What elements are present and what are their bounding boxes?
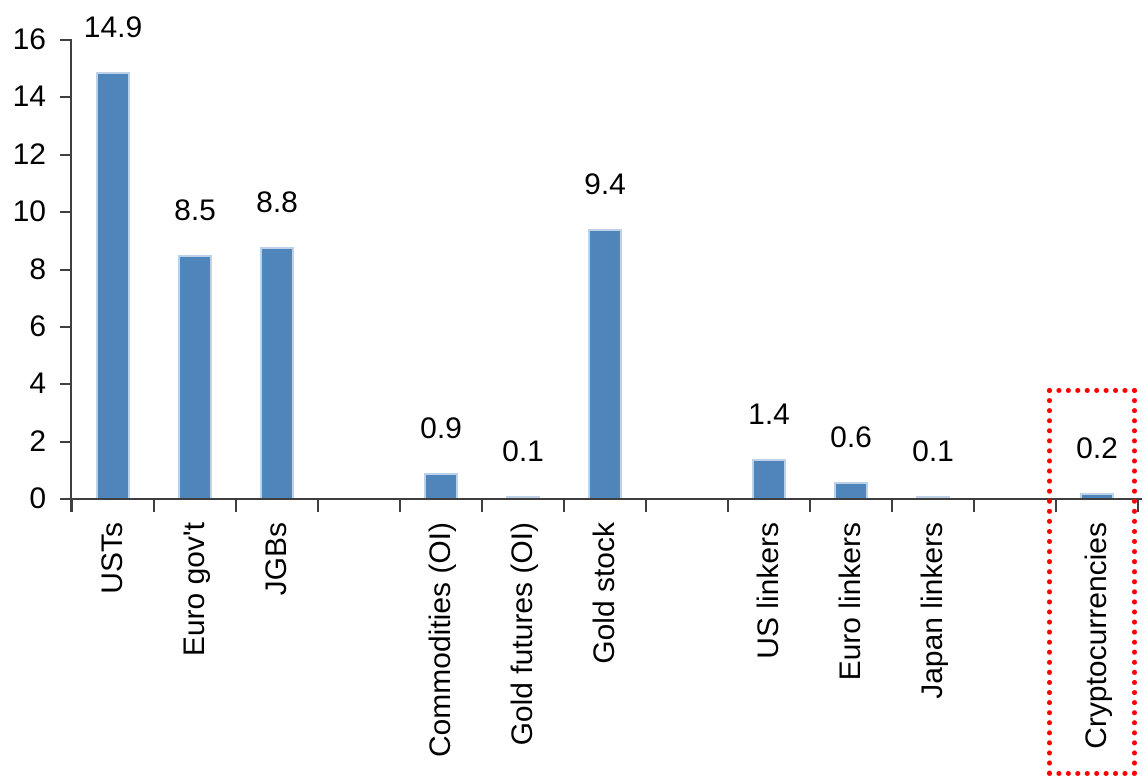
x-axis-tick [399, 499, 401, 512]
x-axis-tick [645, 499, 647, 512]
x-axis-tick [317, 499, 319, 512]
y-tick-label: 0 [29, 482, 46, 515]
x-axis-tick [153, 499, 155, 512]
x-axis-tick [727, 499, 729, 512]
bar-us-linkers [752, 459, 786, 499]
category-label-gold-stock: Gold stock [588, 522, 621, 664]
x-axis-tick [809, 499, 811, 512]
y-tick-label: 2 [29, 425, 46, 458]
category-label-japan-linkers: Japan linkers [916, 522, 949, 699]
value-label-japan-linkers: 0.1 [912, 435, 954, 468]
x-axis-tick [1137, 499, 1139, 512]
bar-euro-linkers [834, 482, 868, 499]
y-tick-label: 14 [12, 80, 46, 113]
y-tick-label: 16 [12, 23, 46, 56]
bar-cryptocurrencies [1080, 493, 1114, 499]
value-label-euro-gov-t: 8.5 [174, 194, 216, 227]
y-tick-label: 6 [29, 310, 46, 343]
bar-gold-futures-oi [506, 496, 540, 499]
value-label-us-linkers: 1.4 [748, 398, 790, 431]
x-axis-tick [71, 499, 73, 512]
y-axis-tick [60, 441, 72, 443]
value-label-cryptocurrencies: 0.2 [1076, 432, 1118, 465]
category-label-commodities-oi: Commodities (OI) [424, 522, 457, 758]
y-axis-tick [60, 498, 72, 500]
y-axis-line [70, 39, 72, 512]
value-label-gold-futures-oi: 0.1 [502, 435, 544, 468]
bar-japan-linkers [916, 496, 950, 499]
x-axis-tick [891, 499, 893, 512]
bar-euro-gov-t [178, 255, 212, 499]
y-axis-tick [60, 383, 72, 385]
x-axis-tick [481, 499, 483, 512]
bar-gold-stock [588, 229, 622, 499]
y-axis-tick [60, 154, 72, 156]
y-axis-tick [60, 39, 72, 41]
x-axis-tick [1055, 499, 1057, 512]
category-label-jgbs: JGBs [260, 522, 293, 596]
category-label-usts: USTs [96, 522, 129, 594]
x-axis-line [70, 498, 1142, 500]
y-tick-label: 10 [12, 195, 46, 228]
value-label-gold-stock: 9.4 [584, 168, 626, 201]
highlight-box-cryptocurrencies [1047, 388, 1137, 776]
value-label-commodities-oi: 0.9 [420, 412, 462, 445]
value-label-jgbs: 8.8 [256, 186, 298, 219]
bar-usts [96, 72, 130, 499]
y-axis-tick [60, 326, 72, 328]
category-label-us-linkers: US linkers [752, 522, 785, 659]
x-axis-tick [563, 499, 565, 512]
y-tick-label: 8 [29, 253, 46, 286]
y-tick-label: 4 [29, 367, 46, 400]
y-axis-tick [60, 96, 72, 98]
value-label-euro-linkers: 0.6 [830, 421, 872, 454]
y-axis-tick [60, 269, 72, 271]
category-label-euro-linkers: Euro linkers [834, 522, 867, 681]
category-label-gold-futures-oi: Gold futures (OI) [506, 522, 539, 746]
value-label-usts: 14.9 [83, 11, 143, 44]
y-tick-label: 12 [12, 138, 46, 171]
y-axis-tick [60, 211, 72, 213]
bar-commodities-oi [424, 473, 458, 499]
x-axis-tick [973, 499, 975, 512]
x-axis-tick [235, 499, 237, 512]
bar-jgbs [260, 247, 294, 499]
category-label-euro-gov-t: Euro gov't [178, 522, 211, 657]
